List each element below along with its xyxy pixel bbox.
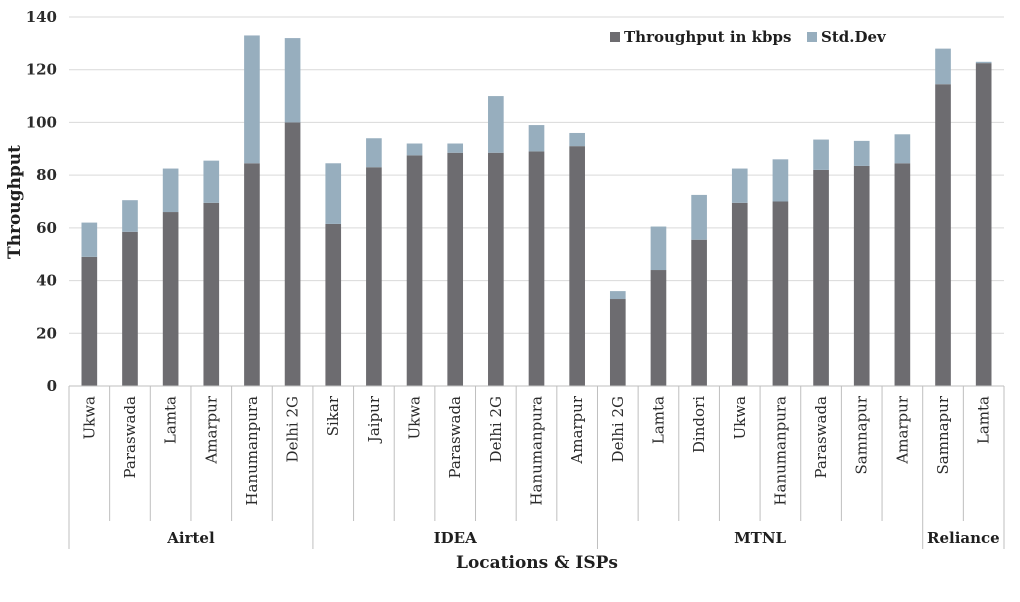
x-category-label: Delhi 2G (609, 396, 627, 462)
x-category-label: Dindori (690, 396, 708, 453)
bar-throughput (203, 202, 220, 386)
bar-std-dev (894, 134, 911, 164)
x-category-label: Amarpur (202, 395, 220, 464)
y-tick-label: 100 (26, 113, 57, 131)
bar-std-dev (244, 35, 260, 164)
x-category-label: Delhi 2G (487, 396, 505, 462)
bar-std-dev (691, 194, 707, 240)
x-category-label: Ukwa (406, 396, 424, 440)
y-axis-title: Throughput (5, 145, 25, 259)
x-group-label: IDEA (434, 529, 477, 547)
x-category-label: Lamta (975, 396, 993, 444)
bar-std-dev (609, 291, 626, 300)
bar-throughput (366, 167, 382, 386)
bar-std-dev (813, 139, 829, 170)
legend-swatch-std-dev (807, 32, 817, 42)
bar-std-dev (366, 138, 382, 168)
y-tick-label: 20 (36, 324, 57, 342)
x-category-label: Jaipur (365, 395, 383, 444)
x-category-label: Amarpur (568, 395, 586, 464)
bar-std-dev (284, 38, 301, 123)
bar-throughput (975, 63, 992, 386)
x-category-label: Paraswada (121, 396, 139, 479)
bar-throughput (488, 152, 504, 386)
x-category-label: Ukwa (80, 396, 98, 440)
bar-throughput (81, 256, 98, 386)
bar-std-dev (853, 140, 870, 166)
bar-std-dev (772, 159, 789, 202)
y-tick-label: 0 (47, 377, 57, 395)
bar-throughput (894, 163, 911, 386)
bar-std-dev (406, 143, 423, 156)
x-category-label: Delhi 2G (284, 396, 302, 462)
x-group-label: Reliance (927, 529, 1000, 547)
legend: Throughput in kbps Std.Dev (610, 28, 887, 46)
x-category-label: Sikar (324, 395, 342, 436)
bar-throughput (325, 223, 342, 386)
bar-throughput (772, 201, 789, 386)
x-category-label: Hanumanpura (243, 396, 261, 506)
y-tick-label: 120 (26, 61, 57, 79)
x-category-label: Hanumanpura (528, 396, 546, 506)
bar-throughput (691, 239, 707, 386)
y-tick-label: 60 (36, 219, 57, 237)
x-category-label: Amarpur (893, 395, 911, 464)
x-axis: Ukwa Paraswada Lamta Amarpur Hanumanpura Delh… (68, 385, 1005, 549)
bar-std-dev (162, 168, 179, 213)
bar-throughput (609, 299, 626, 386)
bar-std-dev (935, 48, 951, 85)
bar-throughput (650, 270, 667, 386)
bar-throughput (813, 169, 829, 386)
bar-std-dev (731, 168, 748, 203)
x-group-label: Airtel (166, 529, 215, 547)
x-category-label: Samnapur (853, 395, 871, 474)
y-tick-label: 140 (26, 8, 57, 26)
bar-throughput (935, 84, 951, 386)
y-axis-ticks: 0 20 40 60 80 100 120 140 (26, 8, 57, 395)
bar-std-dev (81, 222, 98, 257)
bar-throughput (731, 202, 748, 386)
bar-throughput (284, 122, 301, 386)
bar-std-dev (122, 200, 138, 232)
legend-label-std-dev: Std.Dev (821, 28, 887, 46)
bar-std-dev (528, 125, 545, 152)
bar-throughput (406, 155, 423, 386)
bar-throughput (569, 146, 585, 386)
bar-std-dev (569, 132, 585, 147)
bar-std-dev (325, 163, 342, 224)
bar-std-dev (203, 160, 220, 203)
x-category-label: Lamta (162, 396, 180, 444)
bar-throughput (122, 231, 138, 386)
y-tick-label: 80 (36, 166, 57, 184)
bar-throughput (162, 212, 179, 386)
bar-throughput (853, 165, 870, 386)
x-category-label: Samnapur (934, 395, 952, 474)
legend-swatch-throughput (610, 32, 620, 42)
x-category-label: Hanumanpura (771, 396, 789, 506)
bar-throughput (244, 163, 260, 386)
x-axis-title: Locations & ISPs (456, 553, 618, 573)
bar-throughput (447, 152, 464, 386)
bar-std-dev (488, 96, 504, 153)
legend-label-throughput: Throughput in kbps (624, 28, 791, 46)
bar-throughput (528, 151, 545, 386)
x-category-label: Paraswada (812, 396, 830, 479)
y-tick-label: 40 (36, 272, 57, 290)
bar-std-dev (975, 61, 992, 64)
x-group-label: MTNL (734, 529, 786, 547)
x-category-label: Paraswada (446, 396, 464, 479)
x-category-label: Ukwa (731, 396, 749, 440)
bar-std-dev (650, 226, 667, 271)
bar-std-dev (447, 143, 464, 153)
bars (81, 35, 992, 386)
x-category-label: Lamta (649, 396, 667, 444)
